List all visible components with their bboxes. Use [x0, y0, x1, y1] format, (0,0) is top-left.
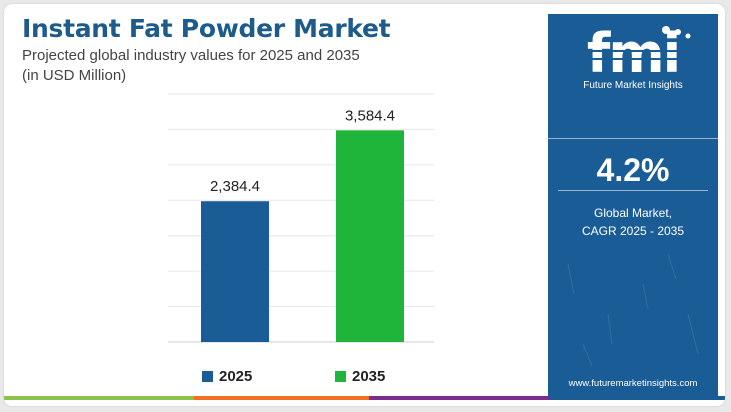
bar-2035	[336, 130, 404, 342]
bottom-bar-segment	[194, 396, 369, 400]
info-sidebar: fmi Future Market Insights 4.2% Global M…	[548, 14, 718, 399]
data-label-2035: 3,584.4	[345, 107, 395, 124]
logo-caption: Future Market Insights	[583, 80, 683, 91]
chart-subtitle: Projected global industry values for 202…	[22, 46, 360, 86]
bar-2025	[201, 201, 269, 342]
legend-label-2035: 2035	[352, 367, 386, 385]
legend-swatch-2035	[335, 370, 346, 382]
bottom-bar-segment	[369, 396, 549, 400]
cagr-label-line-2: CAGR 2025 - 2035	[581, 224, 685, 238]
bar-chart: 2,384.4 3,584.4	[168, 93, 434, 343]
chart-card: Instant Fat Powder Market Projected glob…	[4, 4, 725, 406]
legend-item-2025: 2025	[202, 366, 252, 386]
cagr-label: Global Market, CAGR 2025 - 2035	[548, 204, 718, 240]
data-label-2025: 2,384.4	[210, 178, 260, 195]
fmi-logo: fmi	[548, 22, 718, 92]
legend-swatch-2025	[202, 370, 213, 382]
bottom-color-bar	[4, 396, 725, 400]
fmi-logo-mark: fmi	[587, 22, 691, 85]
cagr-label-line-1: Global Market,	[593, 206, 673, 220]
bottom-bar-segment	[549, 396, 725, 400]
sidebar-texture	[567, 253, 699, 367]
legend-item-2035: 2035	[335, 366, 385, 386]
cagr-value: 4.2%	[596, 152, 670, 188]
sidebar-divider-top	[548, 138, 718, 139]
bottom-bar-segment	[4, 396, 194, 400]
chart-title: Instant Fat Powder Market	[22, 14, 391, 43]
subtitle-line-2: (in USD Million)	[22, 67, 127, 84]
legend-label-2025: 2025	[219, 367, 253, 385]
sidebar-divider-middle	[558, 190, 708, 191]
subtitle-line-1: Projected global industry values for 202…	[22, 47, 360, 64]
website-link[interactable]: www.futuremarketinsights.com	[568, 378, 698, 389]
